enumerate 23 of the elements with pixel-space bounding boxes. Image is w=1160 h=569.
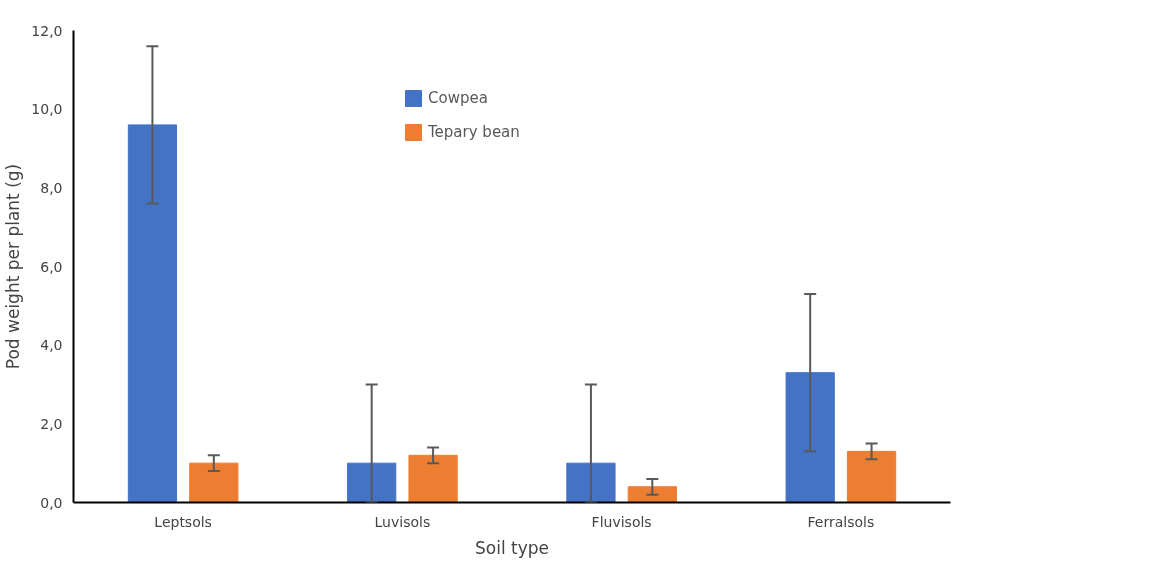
bar <box>127 124 178 503</box>
x-axis-title: Soil type <box>474 537 550 558</box>
bar <box>347 462 397 503</box>
y-tick-label: 4,0 <box>40 337 63 354</box>
y-tick-label: 12,0 <box>31 22 63 39</box>
y-tick-label: 0,0 <box>40 494 63 511</box>
bar <box>846 450 897 503</box>
legend-label: Tepary bean <box>428 123 520 141</box>
bar <box>566 462 616 503</box>
x-tick-label: Leptsols <box>154 513 212 530</box>
bar <box>408 454 458 503</box>
y-tick-label: 2,0 <box>40 415 63 432</box>
y-tick-label: 8,0 <box>40 179 63 196</box>
bar <box>785 372 835 503</box>
bar <box>627 486 677 503</box>
y-tick-label: 10,0 <box>31 101 63 118</box>
bar <box>189 462 239 503</box>
x-tick-label: Fluvisols <box>591 513 652 530</box>
x-tick-label: Luvisols <box>374 513 431 530</box>
y-axis-title: Pod weight per plant (g) <box>3 163 24 370</box>
y-tick-label: 6,0 <box>40 258 63 275</box>
legend-label: Cowpea <box>428 89 488 107</box>
x-tick-label: Ferralsols <box>807 513 875 530</box>
